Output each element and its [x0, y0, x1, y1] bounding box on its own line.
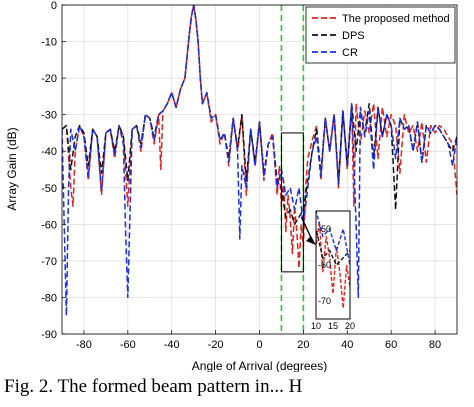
inset-series-layer — [316, 211, 350, 309]
inset-y-tick-0: -50 — [318, 224, 331, 234]
zoom-box — [280, 132, 316, 273]
figure-caption: Fig. 2. The formed beam pattern in... H — [4, 376, 303, 397]
y-axis-label: Array Gain (dB) — [5, 127, 19, 210]
legend-label-0: The proposed method — [342, 13, 450, 25]
inset-frame — [315, 210, 351, 320]
x-tick-label-5: 20 — [297, 339, 309, 351]
y-tick-label-0: 0 — [51, 0, 57, 12]
y-tick-label-1: -10 — [41, 37, 57, 49]
inset-y-tick-1: -60 — [318, 260, 331, 270]
y-axis-ticks: 0 -10 -20 -30 -40 -50 -60 -70 -80 -90 — [41, 0, 66, 341]
x-axis-ticks: -80 -60 -40 -20 0 20 40 60 80 — [76, 330, 441, 351]
inset-x-tick-2: 20 — [345, 321, 355, 331]
series-line-2 — [62, 5, 457, 317]
x-tick-label-8: 80 — [429, 339, 441, 351]
x-tick-label-0: -80 — [76, 339, 92, 351]
inset-x-tick-0: 10 — [311, 321, 321, 331]
x-axis-label: Angle of Arrival (degrees) — [192, 359, 327, 372]
y-tick-label-4: -40 — [41, 146, 57, 158]
legend: The proposed method DPS CR — [305, 6, 456, 64]
y-tick-label-5: -50 — [41, 183, 57, 195]
legend-label-1: DPS — [342, 30, 365, 42]
x-tick-label-3: -20 — [208, 339, 224, 351]
inset-series-line-2 — [316, 211, 350, 266]
inset-x-tick-1: 15 — [328, 321, 338, 331]
zoom-arrow-head — [306, 236, 316, 245]
y-tick-label-3: -30 — [41, 110, 57, 122]
x-tick-label-6: 40 — [341, 339, 353, 351]
zoom-rect — [280, 132, 304, 273]
y-tick-label-6: -60 — [41, 219, 57, 231]
y-tick-label-7: -70 — [41, 256, 57, 268]
x-tick-label-1: -60 — [120, 339, 136, 351]
legend-label-2: CR — [342, 47, 358, 59]
x-tick-label-2: -40 — [164, 339, 180, 351]
inset-plot: -50 -60 -70 10 15 20 — [311, 210, 355, 331]
x-tick-label-7: 60 — [385, 339, 397, 351]
series-layer — [62, 5, 457, 317]
y-tick-label-2: -20 — [41, 73, 57, 85]
angle-markers — [280, 5, 305, 334]
y-tick-label-8: -80 — [41, 292, 57, 304]
inset-y-tick-2: -70 — [318, 296, 331, 306]
inset-series-line-1 — [316, 227, 350, 267]
x-tick-label-4: 0 — [256, 339, 262, 351]
y-tick-label-9: -90 — [41, 329, 57, 341]
inset-series-line-0 — [316, 221, 350, 309]
